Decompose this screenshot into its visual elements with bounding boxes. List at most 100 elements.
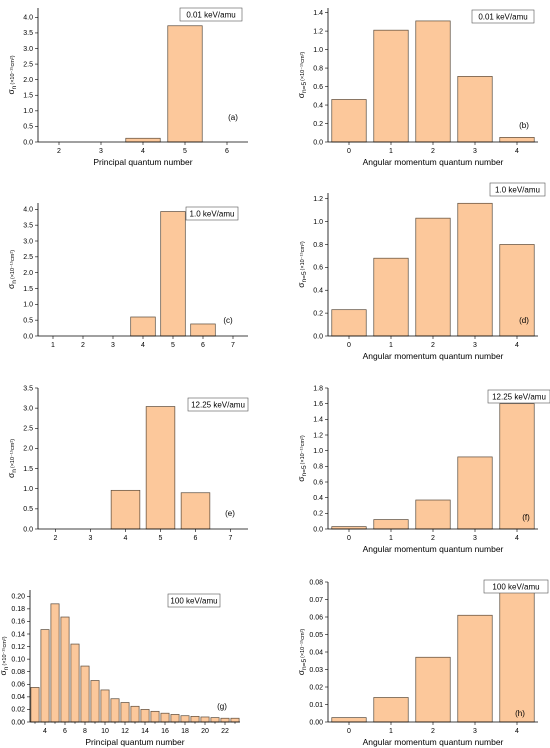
x-tick-label-c: 4: [141, 342, 145, 349]
x-tick-label-d: 1: [389, 342, 393, 349]
y-tick-label-g: 0.20: [11, 594, 25, 601]
x-tick-label-b: 3: [473, 148, 477, 155]
bar-f-2: [416, 500, 450, 529]
bar-b-3: [458, 76, 492, 142]
y-tick-label-f: 1.8: [313, 385, 323, 392]
y-tick-label-f: 0.8: [313, 464, 323, 471]
x-tick-label-b: 2: [431, 148, 435, 155]
bar-g-23: [231, 718, 239, 722]
y-tick-label-d: 0.4: [313, 288, 323, 295]
bar-a-5: [168, 26, 202, 142]
y-tick-label-d: 1.0: [313, 219, 323, 226]
panel-letter-b: (b): [519, 121, 529, 130]
y-tick-label-b: 0.4: [313, 102, 323, 109]
x-tick-label-g: 18: [181, 728, 189, 735]
y-tick-label-b: 1.4: [313, 10, 323, 17]
y-tick-label-g: 0.00: [11, 719, 25, 726]
y-tick-label-d: 0.0: [313, 333, 323, 340]
energy-label-d: 1.0 keV/amu: [495, 185, 540, 194]
energy-label-b: 0.01 keV/amu: [478, 12, 527, 21]
x-axis-label-a: Principal quantum number: [93, 157, 192, 167]
y-tick-label-g: 0.18: [11, 606, 25, 613]
y-tick-label-h: 0.08: [309, 579, 323, 586]
bar-g-14: [141, 709, 149, 722]
x-axis-label-h: Angular momentum quantum number: [363, 737, 504, 747]
x-tick-label-a: 5: [183, 148, 187, 155]
panel-b: 0.0 0.2 0.4 0.6 0.8 1.0 1.2 1.4 0 1 2 3 4 Angular mom…: [296, 8, 538, 167]
x-tick-label-g: 12: [121, 728, 129, 735]
x-tick-label-b: 1: [389, 148, 393, 155]
y-tick-label-g: 0.16: [11, 619, 25, 626]
x-axis-label-f: Angular momentum quantum number: [363, 544, 504, 554]
bar-d-0: [332, 310, 366, 336]
x-tick-label-g: 10: [101, 728, 109, 735]
bar-e-6: [181, 493, 210, 529]
y-tick-label-c: 3.5: [23, 222, 33, 229]
x-tick-label-h: 2: [431, 728, 435, 735]
bar-f-3: [458, 457, 492, 529]
bar-f-1: [374, 520, 408, 529]
y-tick-label-c: 4.0: [23, 207, 33, 214]
y-tick-label-a: 1.0: [23, 108, 33, 115]
bar-a-4: [126, 138, 160, 142]
y-tick-label-f: 0.0: [313, 526, 323, 533]
bar-c-4: [131, 317, 156, 336]
x-tick-label-f: 0: [347, 535, 351, 542]
y-tick-label-g: 0.12: [11, 644, 25, 651]
x-tick-label-d: 4: [515, 342, 519, 349]
y-tick-label-a: 0.0: [23, 139, 33, 146]
x-tick-label-g: 22: [221, 728, 229, 735]
x-tick-label-f: 2: [431, 535, 435, 542]
y-tick-label-e: 1.5: [23, 466, 33, 473]
bar-g-4: [41, 630, 49, 722]
energy-label-f: 12.25 keV/amu: [492, 392, 546, 401]
bar-h-3: [458, 615, 492, 722]
x-tick-label-f: 3: [473, 535, 477, 542]
panel-a: 0.0 0.5 1.0 1.5 2.0 2.5 3.0 3.5 4.0 2 3 4 5 6 Principa…: [6, 8, 248, 167]
bar-g-21: [211, 718, 219, 722]
y-tick-label-f: 1.0: [313, 448, 323, 455]
y-tick-label-h: 0.05: [309, 632, 323, 639]
panel-letter-h: (h): [515, 709, 525, 718]
y-tick-label-e: 2.5: [23, 426, 33, 433]
bar-g-8: [81, 666, 89, 722]
bar-g-7: [71, 644, 79, 722]
x-tick-label-g: 20: [201, 728, 209, 735]
energy-label-g: 100 keV/amu: [170, 596, 217, 605]
bar-g-10: [101, 690, 109, 722]
y-tick-label-b: 0.2: [313, 121, 323, 128]
bar-c-5: [161, 212, 186, 336]
y-tick-label-c: 3.0: [23, 238, 33, 245]
y-tick-label-a: 3.0: [23, 46, 33, 53]
bar-g-18: [181, 716, 189, 722]
y-tick-label-h: 0.00: [309, 719, 323, 726]
y-tick-label-g: 0.04: [11, 694, 25, 701]
y-axis-label-c: σn(×10⁻¹⁵cm²): [6, 250, 18, 289]
bar-h-4: [500, 593, 534, 723]
y-axis-label-f: σn=5(×10⁻¹⁵cm²): [296, 435, 308, 482]
x-tick-label-h: 3: [473, 728, 477, 735]
y-tick-label-f: 0.6: [313, 479, 323, 486]
y-tick-label-g: 0.02: [11, 707, 25, 714]
bar-g-12: [121, 703, 129, 722]
bar-b-0: [332, 99, 366, 142]
x-tick-label-d: 2: [431, 342, 435, 349]
panel-d: 0.00.20.40.60.81.01.20 1 2 3 4Angular moment…: [296, 183, 545, 361]
bar-g-6: [61, 617, 69, 722]
y-tick-label-h: 0.04: [309, 649, 323, 656]
bar-g-5: [51, 604, 59, 722]
energy-label-h: 100 keV/amu: [492, 582, 539, 591]
y-tick-label-c: 1.5: [23, 286, 33, 293]
y-tick-label-b: 0.6: [313, 84, 323, 91]
y-tick-label-b: 1.0: [313, 47, 323, 54]
y-tick-label-c: 1.0: [23, 302, 33, 309]
x-tick-label-f: 1: [389, 535, 393, 542]
y-tick-label-e: 3.0: [23, 405, 33, 412]
y-axis-label-h: σn=5(×10⁻¹⁵cm²): [296, 629, 308, 676]
panel-letter-d: (d): [519, 316, 529, 325]
bar-h-1: [374, 698, 408, 723]
x-tick-label-f: 4: [515, 535, 519, 542]
x-axis-label-g: Principal quantum number: [85, 737, 184, 747]
